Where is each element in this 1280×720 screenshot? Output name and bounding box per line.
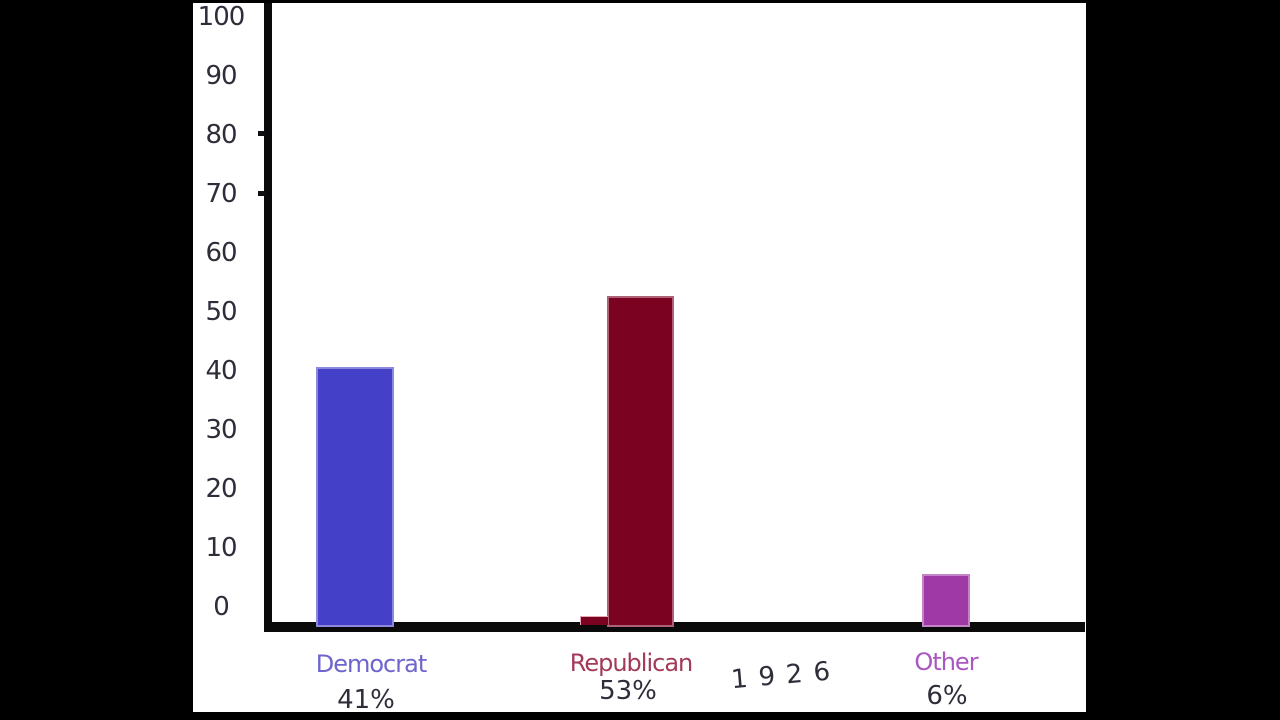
y-axis-tick-mark-70 xyxy=(258,191,265,196)
y-tick-label-30: 30 xyxy=(205,415,237,445)
value-label-democrat: 41% xyxy=(337,685,395,715)
bar-democrat xyxy=(316,367,394,627)
value-label-republican: 53% xyxy=(599,676,657,706)
y-tick-label-70: 70 xyxy=(205,179,237,209)
y-axis-tick-mark-80 xyxy=(258,131,265,136)
category-label-democrat: Democrat xyxy=(315,650,428,678)
bar-republican xyxy=(607,296,674,627)
y-tick-label-10: 10 xyxy=(205,533,237,563)
y-tick-label-50: 50 xyxy=(205,297,237,327)
y-tick-label-20: 20 xyxy=(205,474,237,504)
y-tick-label-90: 90 xyxy=(205,61,237,91)
y-tick-label-60: 60 xyxy=(205,238,237,268)
y-tick-label-40: 40 xyxy=(205,356,237,386)
y-axis-line xyxy=(264,3,272,632)
category-label-republican: Republican xyxy=(569,649,694,677)
bar-other xyxy=(922,574,970,627)
value-label-other: 6% xyxy=(926,681,968,711)
bar-remnant-artifact xyxy=(580,616,608,625)
y-tick-label-100: 100 xyxy=(197,2,246,32)
y-tick-label-80: 80 xyxy=(205,120,237,150)
category-label-other: Other xyxy=(914,648,978,676)
y-tick-label-0: 0 xyxy=(213,592,230,622)
x-axis-line xyxy=(264,622,1085,632)
